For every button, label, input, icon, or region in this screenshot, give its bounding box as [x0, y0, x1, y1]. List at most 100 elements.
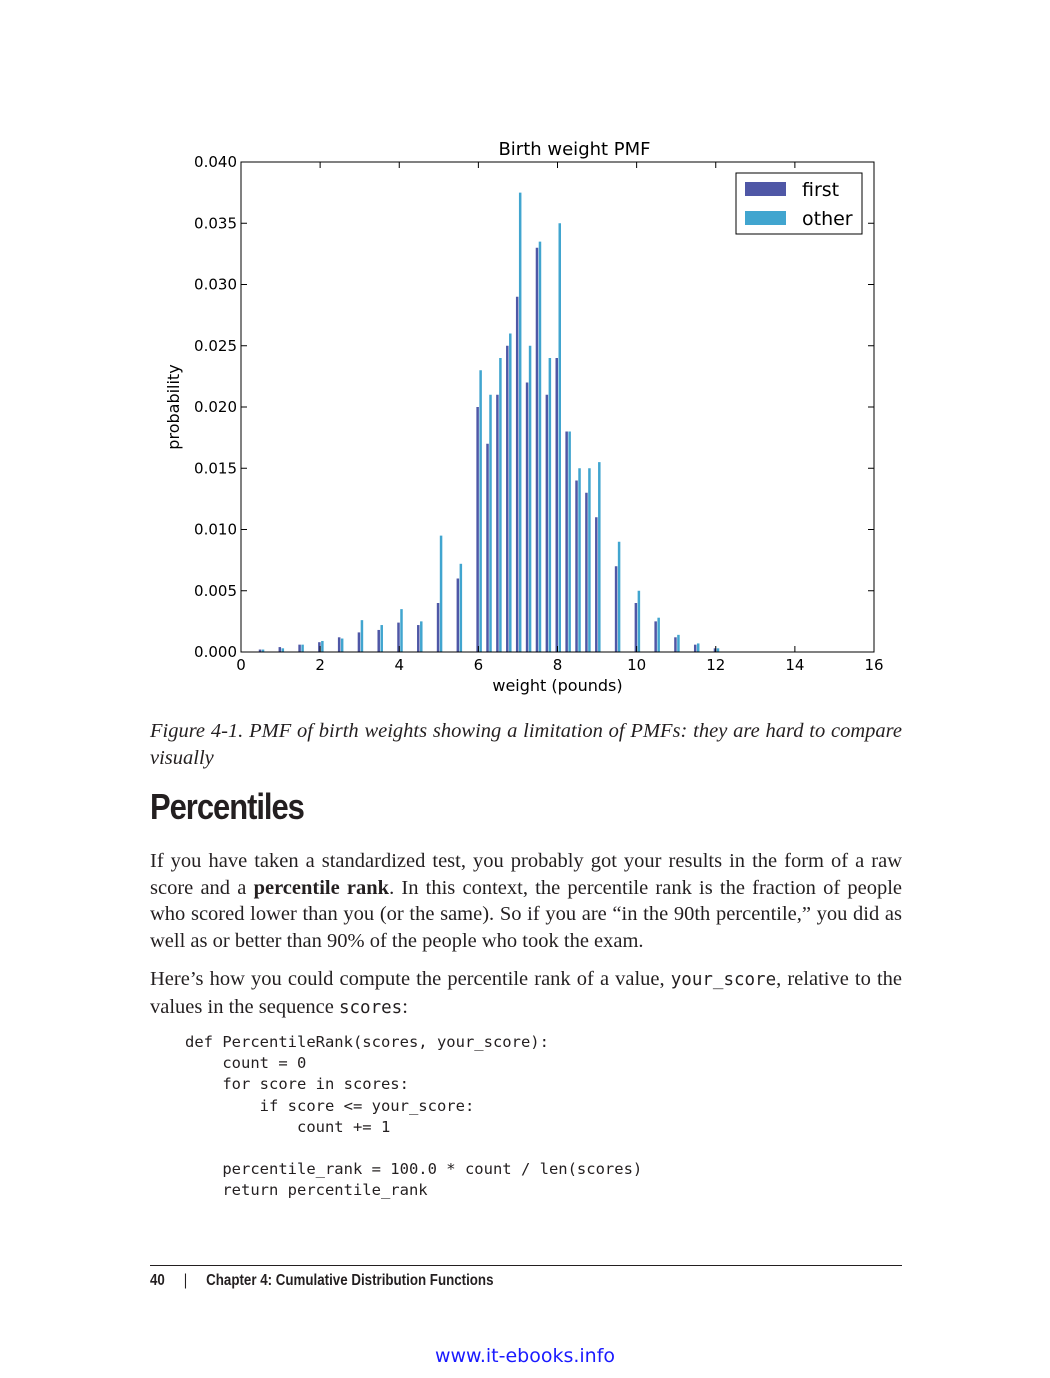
bar-other-13 — [499, 358, 502, 652]
bar-other-14 — [509, 333, 512, 652]
bar-first-3 — [318, 642, 321, 652]
bar-other-4 — [340, 638, 344, 652]
bar-first-23 — [595, 517, 598, 652]
footer-rule — [150, 1265, 902, 1266]
y-tick-label-2: 0.010 — [194, 521, 237, 539]
bar-first-7 — [397, 622, 400, 652]
bar-first-20 — [565, 431, 568, 652]
inline-code-your-score: your_score — [670, 970, 777, 990]
code-block: def PercentileRank(scores, your_score): … — [185, 1033, 643, 1200]
bar-other-9 — [439, 535, 443, 652]
y-tick-label-8: 0.040 — [194, 153, 237, 171]
bar-other-22 — [588, 468, 591, 652]
bar-first-5 — [357, 632, 361, 652]
watermark-link[interactable]: www.it-ebooks.info — [434, 1345, 616, 1367]
bar-first-16 — [525, 382, 529, 652]
x-axis-label: weight (pounds) — [492, 676, 622, 695]
y-tick-label-3: 0.015 — [194, 459, 237, 477]
bar-other-1 — [281, 648, 285, 652]
bar-other-2 — [301, 644, 304, 652]
bar-other-21 — [578, 468, 581, 652]
bar-other-11 — [479, 370, 482, 652]
bar-other-17 — [538, 241, 542, 652]
x-tick-label-6: 12 — [706, 656, 725, 674]
term-percentile-rank: percentile rank — [253, 876, 390, 899]
bar-other-5 — [360, 620, 364, 652]
bar-first-4 — [337, 637, 341, 652]
y-tick-label-1: 0.005 — [194, 582, 237, 600]
paragraph-intro-text-2: . In this context, the percentile rank i… — [150, 876, 903, 952]
bar-other-0 — [261, 649, 265, 652]
y-tick-label-5: 0.025 — [194, 337, 237, 355]
bar-other-15 — [518, 192, 522, 652]
bar-other-23 — [598, 462, 601, 652]
bar-first-26 — [654, 621, 657, 652]
x-tick-label-5: 10 — [627, 656, 646, 674]
legend-label-first: first — [802, 179, 839, 201]
bar-first-21 — [575, 480, 578, 652]
chapter-title: Chapter 4: Cumulative Distribution Funct… — [206, 1272, 494, 1289]
paragraph-intro-text-1: If you have taken a standardized test, y… — [150, 850, 902, 899]
y-tick-label-6: 0.030 — [194, 276, 237, 294]
x-tick-label-7: 14 — [785, 656, 804, 674]
bar-other-8 — [420, 621, 423, 652]
bar-first-19 — [555, 358, 558, 652]
bar-other-16 — [528, 345, 532, 652]
section-heading: Percentiles — [150, 786, 305, 827]
bar-first-28 — [693, 644, 697, 652]
bar-other-26 — [657, 617, 660, 652]
page-number: 40 — [150, 1272, 165, 1289]
bar-first-6 — [377, 629, 380, 652]
bar-first-14 — [506, 345, 509, 652]
bar-other-12 — [489, 394, 492, 652]
bar-other-10 — [459, 563, 463, 652]
page-footer: 40 | Chapter 4: Cumulative Distribution Fu… — [150, 1272, 494, 1290]
x-tick-label-0: 0 — [236, 656, 246, 674]
chart-title: Birth weight PMF — [498, 139, 650, 160]
bar-other-28 — [696, 643, 700, 652]
pmf-chart: 0 2 4 6 8 10 12 14 16 0.000 0.005 0.010 0.015 0.020 0.… — [164, 139, 884, 695]
paragraph-intro: If you have taken a standardized test, y… — [150, 848, 902, 954]
bar-other-27 — [677, 634, 680, 652]
bar-first-29 — [713, 648, 717, 652]
bar-first-11 — [476, 407, 479, 652]
bar-first-18 — [545, 394, 549, 652]
bar-other-3 — [321, 640, 324, 652]
legend-label-other: other — [802, 208, 853, 230]
bar-first-15 — [515, 296, 519, 652]
bar-first-22 — [585, 492, 588, 652]
y-axis-label: probability — [164, 364, 183, 449]
figure-caption: Figure 4-1. PMF of birth weights showing… — [150, 720, 902, 769]
paragraph-code-intro-text-2: , relative to the values in the sequence — [150, 968, 902, 1018]
bar-other-6 — [380, 625, 383, 652]
bar-other-19 — [558, 223, 561, 652]
legend-swatch-first — [745, 182, 786, 196]
legend-swatch-other — [745, 211, 786, 225]
x-tick-label-2: 4 — [394, 656, 404, 674]
bar-other-7 — [400, 609, 403, 652]
bar-other-20 — [568, 431, 571, 652]
bar-other-29 — [716, 648, 720, 652]
bar-first-13 — [496, 394, 499, 652]
bar-other-25 — [637, 590, 641, 652]
paragraph-code-intro-text-3: : — [402, 995, 408, 1018]
y-tick-label-7: 0.035 — [194, 214, 237, 232]
bar-first-1 — [278, 647, 282, 652]
footer-separator: | — [183, 1272, 188, 1289]
bar-other-18 — [548, 358, 552, 652]
inline-code-scores: scores — [338, 997, 403, 1018]
bar-first-12 — [486, 443, 489, 652]
bar-first-8 — [417, 625, 420, 652]
chart-svg: 0 2 4 6 8 10 12 14 16 0.000 0.005 0.010 0.015 0.020 0.… — [164, 139, 884, 695]
bar-first-10 — [456, 578, 460, 652]
x-tick-label-8: 16 — [864, 656, 883, 674]
x-tick-label-3: 6 — [474, 656, 484, 674]
bar-first-0 — [258, 649, 262, 652]
bar-first-9 — [436, 603, 440, 652]
paragraph-code-intro: Here’s how you could compute the percent… — [150, 966, 902, 1021]
paragraph-code-intro-text-1: Here’s how you could compute the percent… — [150, 968, 671, 990]
bar-first-2 — [298, 644, 301, 652]
bar-other-24 — [617, 541, 621, 652]
bar-first-24 — [614, 566, 618, 652]
bar-first-27 — [674, 637, 677, 652]
